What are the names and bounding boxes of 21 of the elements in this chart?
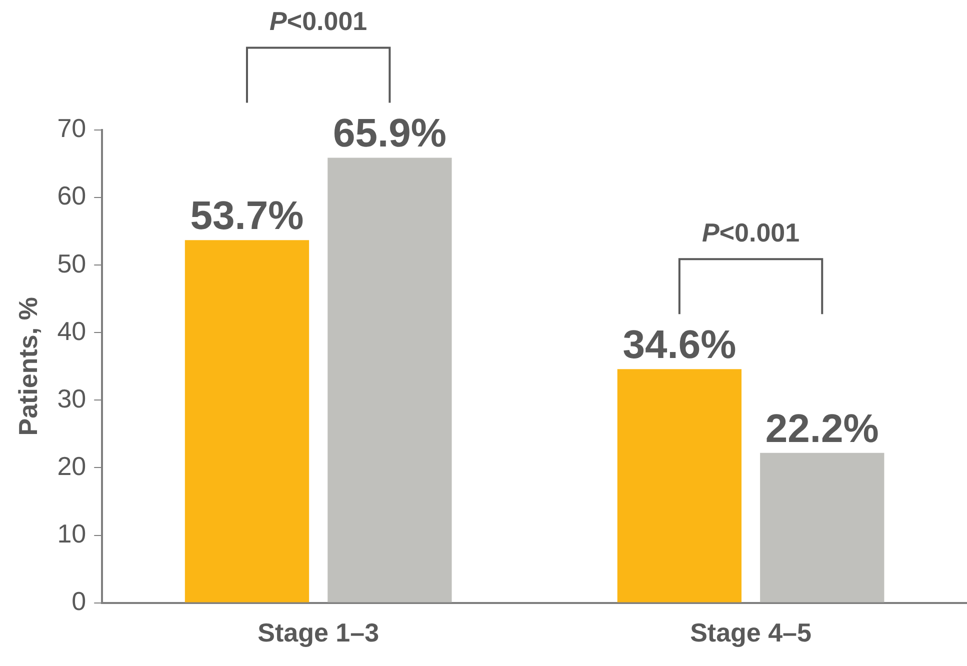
y-tick-label: 10: [57, 518, 86, 548]
bar: [184, 240, 310, 602]
bar: [760, 452, 884, 602]
y-tick-label: 30: [57, 383, 86, 414]
y-tick-label: 40: [57, 316, 86, 346]
data-label: 22.2%: [765, 406, 879, 451]
y-tick-label: 70: [57, 113, 86, 144]
bar: [617, 369, 742, 602]
y-tick-label: 50: [57, 248, 86, 278]
data-label: 34.6%: [622, 323, 736, 368]
data-label: 53.7%: [190, 194, 304, 238]
annotation: P<0.001: [702, 217, 800, 248]
y-tick-label: 20: [57, 450, 86, 481]
bar: [328, 158, 452, 602]
data-label: 65.9%: [332, 112, 446, 156]
y-tick-label: 0: [72, 586, 86, 616]
x-tick-label: Stage 4–5: [690, 618, 812, 648]
text: P<0.001: [270, 6, 368, 36]
y-tick-label: 60: [57, 180, 86, 211]
x-tick-label: Stage 1–3: [258, 618, 380, 648]
y-axis-title: Patients, %: [12, 297, 43, 436]
